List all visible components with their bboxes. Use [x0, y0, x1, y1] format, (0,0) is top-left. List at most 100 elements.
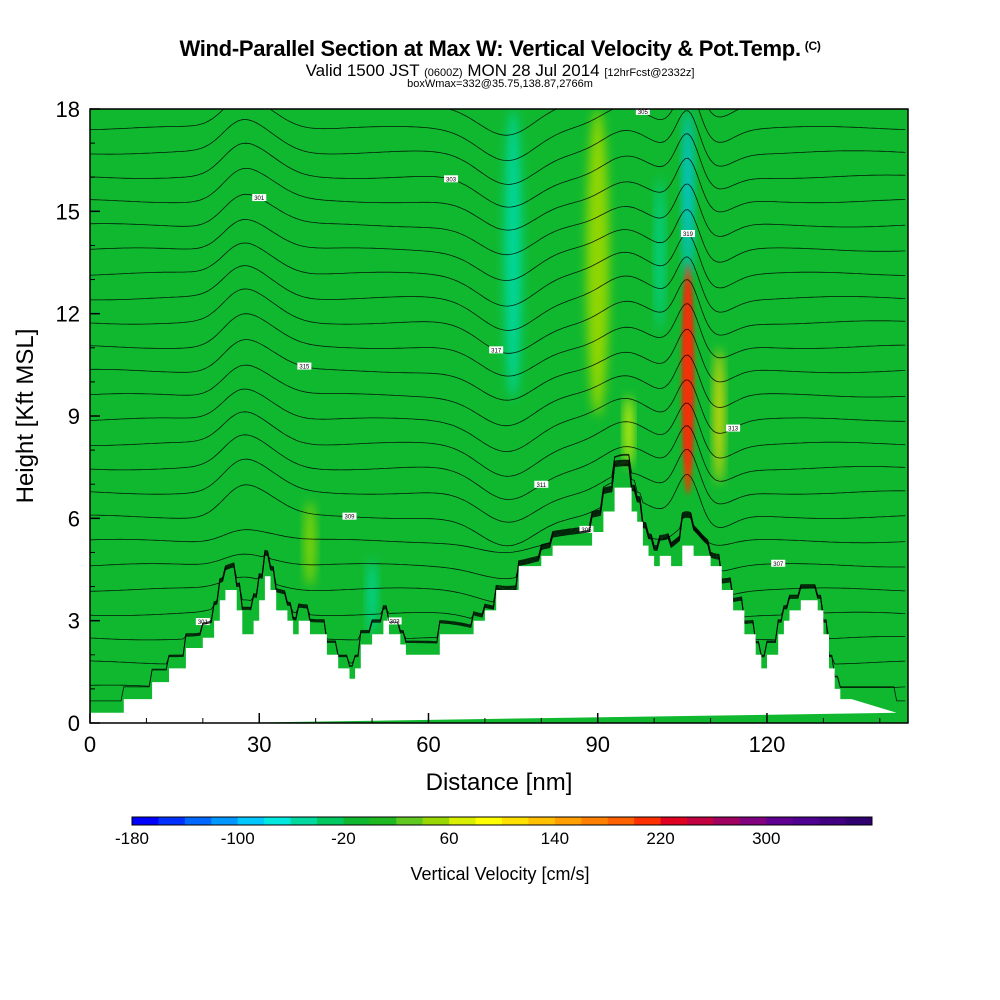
colorbar-swatch [792, 817, 820, 825]
theta-label: 309 [344, 515, 355, 521]
theta-label: 319 [683, 232, 694, 238]
velocity-feature [714, 347, 724, 485]
colorbar-swatch [475, 817, 503, 825]
box-info: boxWmax=332@35.75,138.87,2766m [407, 78, 593, 90]
theta-contour [90, 183, 906, 256]
colorbar-swatch [713, 817, 741, 825]
theta-contour [90, 462, 906, 619]
colorbar-tick-label: 60 [440, 829, 459, 848]
theta-contour [90, 109, 906, 161]
colorbar-swatch [184, 817, 212, 825]
colorbar-swatch [237, 817, 265, 825]
colorbar-swatch [369, 817, 397, 825]
theta-label-bg [489, 346, 504, 354]
colorbar-tick-label: -100 [221, 829, 255, 848]
y-tick-label: 18 [56, 97, 80, 122]
forecast-info: [12hrFcst@2332z] [604, 67, 695, 79]
x-tick-label: 120 [749, 732, 786, 757]
y-tick-label: 3 [68, 609, 80, 634]
theta-contour [447, 109, 741, 136]
theta-label-bg [680, 230, 695, 238]
theta-label: 317 [491, 348, 502, 354]
theta-contour [90, 133, 906, 208]
colorbar-swatch [766, 817, 794, 825]
colorbar-swatch [502, 817, 529, 825]
colorbar-swatch [343, 817, 371, 825]
theta-label: 303 [446, 177, 457, 183]
colorbar-swatch [634, 817, 662, 825]
theta-contour [90, 465, 906, 553]
theta-contour [90, 459, 906, 702]
theta-contour [90, 110, 906, 185]
x-axis: 0 30 60 90 120 [84, 713, 881, 757]
theta-label-bg [252, 194, 267, 202]
colorbar-swatch [739, 817, 767, 825]
theta-label-bg [726, 424, 741, 432]
theta-contour [90, 453, 906, 547]
colorbar-tick-label: -180 [115, 829, 149, 848]
velocity-feature [624, 395, 633, 468]
y-axis: 0 3 6 9 12 15 18 [56, 97, 100, 736]
colorbar-swatch [290, 817, 318, 825]
theta-contour [90, 354, 906, 427]
y-tick-label: 9 [68, 404, 80, 429]
theta-label-bg [771, 559, 786, 567]
colorbar-swatch [845, 817, 873, 825]
theta-label-bg [534, 480, 549, 488]
valid-utc: (0600Z) [424, 67, 463, 79]
y-tick-label: 15 [56, 199, 80, 224]
theta-label-bg [635, 109, 650, 115]
colorbar-swatch [819, 817, 847, 825]
chart-title-tag: (C) [804, 39, 821, 53]
colorbar-swatch [211, 817, 239, 825]
colorbar: -180 -100 -20 60 140 220 300 [115, 816, 873, 848]
x-tick-label: 90 [585, 732, 609, 757]
valid-prefix: Valid 1500 JST [305, 61, 420, 80]
theta-contour [90, 425, 906, 500]
velocity-feature [681, 262, 695, 495]
x-tick-label: 60 [416, 732, 440, 757]
theta-label-bg [195, 618, 210, 626]
theta-contour [90, 303, 906, 377]
theta-contour [90, 463, 906, 603]
velocity-feature [586, 109, 610, 416]
theta-label: 313 [728, 427, 739, 433]
colorbar-swatch [396, 817, 424, 825]
theta-contour [90, 379, 906, 452]
theta-contour [90, 460, 906, 688]
colorbar-swatch [554, 817, 582, 825]
colorbar-swatch [158, 817, 186, 825]
y-tick-label: 12 [56, 302, 80, 327]
colorbar-swatch [528, 817, 556, 825]
theta-contour [90, 328, 906, 401]
theta-contour [90, 462, 906, 641]
theta-label: 315 [299, 365, 310, 371]
y-axis-title: Height [Kft MSL] [12, 329, 39, 504]
colorbar-swatch [660, 817, 688, 825]
theta-contour [90, 448, 906, 523]
colorbar-swatch [607, 817, 635, 825]
theta-contour [90, 402, 906, 477]
theta-label-bg [387, 617, 402, 625]
theta-contour [90, 209, 906, 281]
terrain-mask [90, 487, 897, 723]
theta-contour [90, 461, 906, 665]
theta-label: 307 [773, 562, 784, 568]
velocity-feature [655, 177, 664, 331]
theta-label-bg [579, 525, 594, 533]
chart-title: Wind-Parallel Section at Max W: Vertical… [0, 36, 1000, 62]
x-tick-label: 0 [84, 732, 96, 757]
theta-contour [90, 464, 906, 579]
colorbar-title: Vertical Velocity [cm/s] [410, 864, 589, 884]
colorbar-tick-label: 220 [646, 829, 674, 848]
colorbar-swatch [132, 817, 159, 825]
y-tick-label: 6 [68, 506, 80, 531]
colorbar-tick-label: 140 [541, 829, 569, 848]
velocity-feature [367, 559, 377, 635]
colorbar-tick-label: 300 [752, 829, 780, 848]
theta-label: 305 [638, 110, 649, 116]
colorbar-swatch [422, 817, 450, 825]
